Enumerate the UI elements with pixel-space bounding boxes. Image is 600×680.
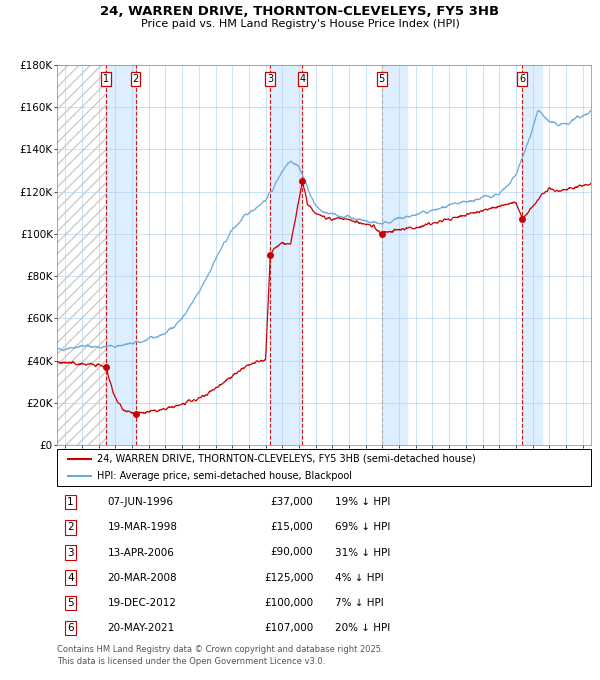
Text: 1: 1	[103, 74, 109, 84]
Text: 24, WARREN DRIVE, THORNTON-CLEVELEYS, FY5 3HB: 24, WARREN DRIVE, THORNTON-CLEVELEYS, FY…	[100, 5, 500, 18]
Text: 20-MAY-2021: 20-MAY-2021	[108, 623, 175, 633]
Text: £15,000: £15,000	[271, 522, 313, 532]
Text: 19-DEC-2012: 19-DEC-2012	[108, 598, 177, 608]
Text: £37,000: £37,000	[271, 497, 313, 507]
Bar	[106, 65, 136, 445]
Text: 20-MAR-2008: 20-MAR-2008	[108, 573, 178, 583]
Text: 7% ↓ HPI: 7% ↓ HPI	[335, 598, 383, 608]
Text: 4: 4	[299, 74, 305, 84]
Text: 6: 6	[519, 74, 526, 84]
FancyBboxPatch shape	[57, 449, 591, 486]
Text: £100,000: £100,000	[264, 598, 313, 608]
Text: 5: 5	[379, 74, 385, 84]
Bar	[522, 65, 542, 445]
Bar	[270, 65, 302, 445]
Text: Contains HM Land Registry data © Crown copyright and database right 2025.: Contains HM Land Registry data © Crown c…	[57, 645, 383, 653]
Text: 31% ↓ HPI: 31% ↓ HPI	[335, 547, 390, 558]
Text: Price paid vs. HM Land Registry's House Price Index (HPI): Price paid vs. HM Land Registry's House …	[140, 19, 460, 29]
Text: £90,000: £90,000	[271, 547, 313, 558]
Text: 5: 5	[67, 598, 74, 608]
Bar	[57, 65, 106, 445]
Text: 3: 3	[267, 74, 274, 84]
Text: 24, WARREN DRIVE, THORNTON-CLEVELEYS, FY5 3HB (semi-detached house): 24, WARREN DRIVE, THORNTON-CLEVELEYS, FY…	[97, 454, 476, 464]
Text: 20% ↓ HPI: 20% ↓ HPI	[335, 623, 390, 633]
Bar	[382, 65, 407, 445]
Text: 13-APR-2006: 13-APR-2006	[108, 547, 175, 558]
Text: 4: 4	[67, 573, 74, 583]
Text: £125,000: £125,000	[264, 573, 313, 583]
Text: 2: 2	[67, 522, 74, 532]
Text: 3: 3	[67, 547, 74, 558]
Text: 1: 1	[67, 497, 74, 507]
Text: 19% ↓ HPI: 19% ↓ HPI	[335, 497, 390, 507]
Text: 2: 2	[133, 74, 139, 84]
Text: HPI: Average price, semi-detached house, Blackpool: HPI: Average price, semi-detached house,…	[97, 471, 352, 481]
Text: 07-JUN-1996: 07-JUN-1996	[108, 497, 174, 507]
Text: 6: 6	[67, 623, 74, 633]
Text: This data is licensed under the Open Government Licence v3.0.: This data is licensed under the Open Gov…	[57, 657, 325, 666]
Text: 69% ↓ HPI: 69% ↓ HPI	[335, 522, 390, 532]
Text: 19-MAR-1998: 19-MAR-1998	[108, 522, 178, 532]
Text: 4% ↓ HPI: 4% ↓ HPI	[335, 573, 383, 583]
Text: £107,000: £107,000	[264, 623, 313, 633]
